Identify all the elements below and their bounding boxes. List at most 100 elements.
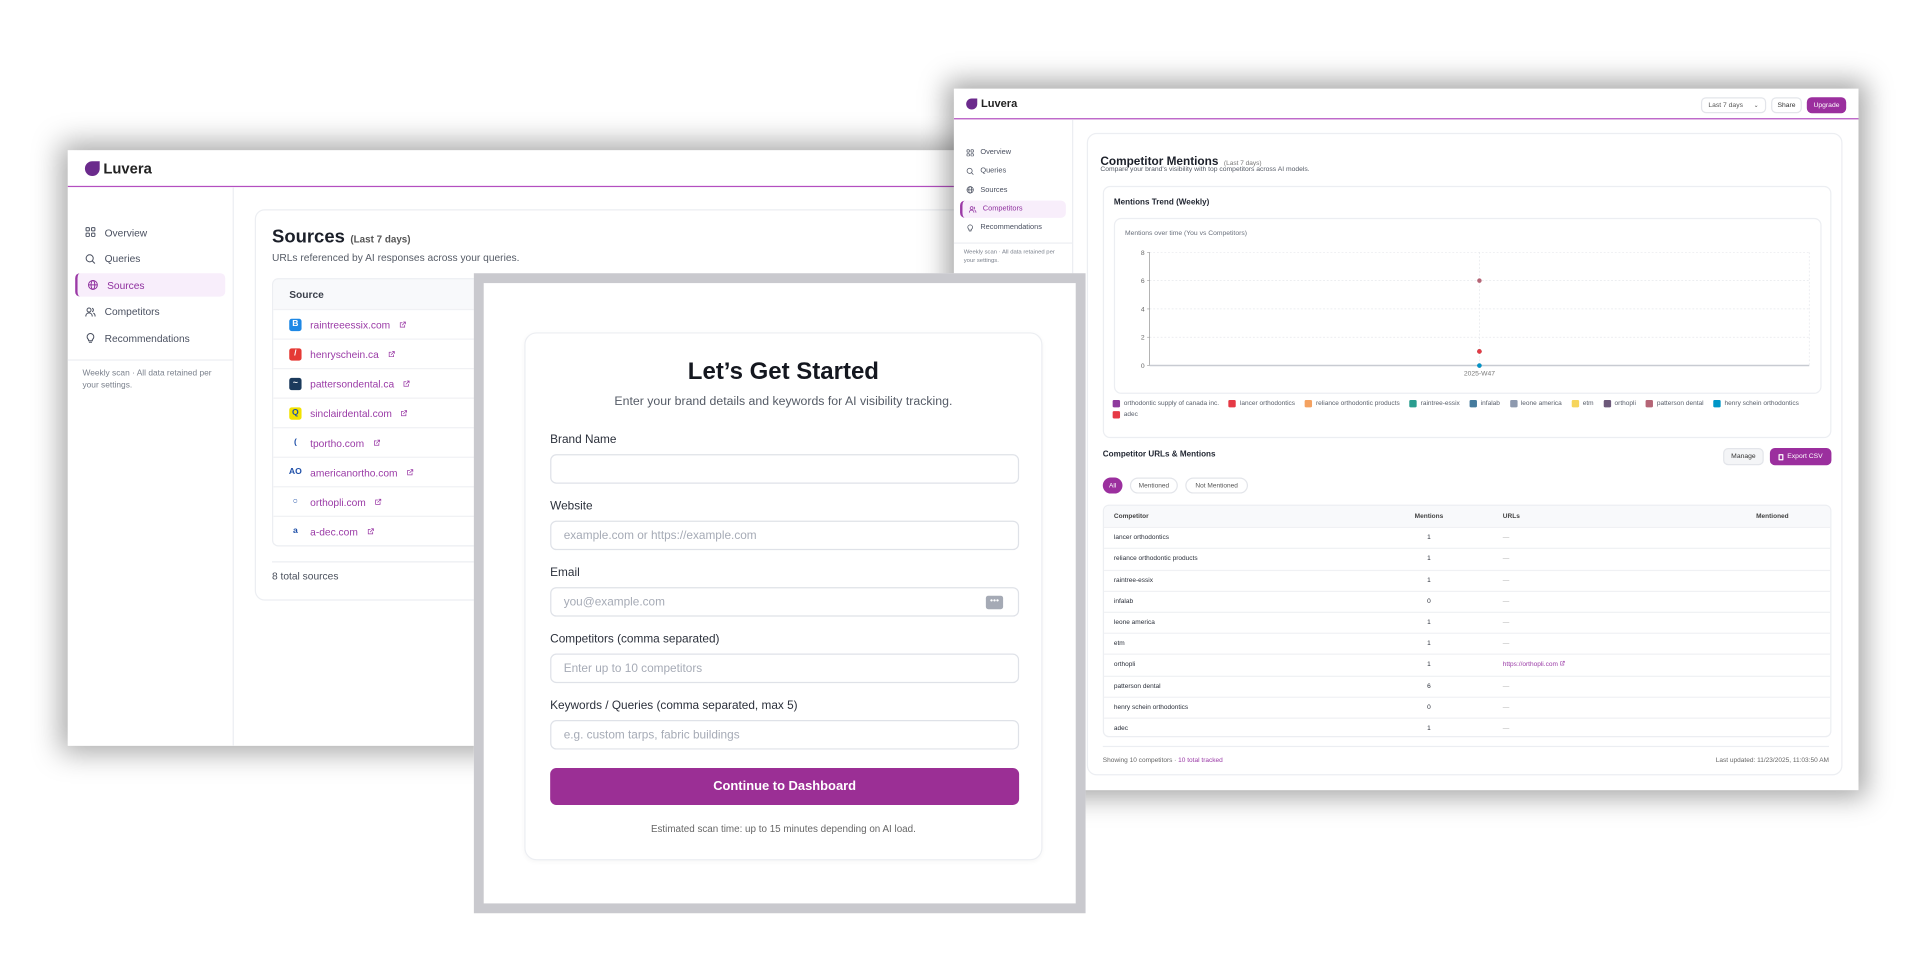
manage-button[interactable]: Manage (1723, 448, 1764, 466)
external-link-icon[interactable] (1560, 661, 1566, 667)
url-empty: — (1502, 725, 1510, 733)
external-link-icon[interactable] (403, 380, 410, 387)
upgrade-button[interactable]: Upgrade (1806, 97, 1847, 114)
external-link-icon[interactable] (387, 350, 394, 357)
sidebar-item-recommendations[interactable]: Recommendations (75, 326, 225, 349)
external-link-icon[interactable] (374, 498, 381, 505)
globe-icon (87, 279, 98, 290)
competitor-name: lancer orthodontics (1113, 534, 1169, 542)
sidebar-item-queries[interactable]: Queries (75, 247, 225, 270)
sidebar-item-competitors[interactable]: Competitors (960, 200, 1066, 218)
url-empty: — (1502, 555, 1510, 564)
sidebar-item-sources[interactable]: Sources (75, 273, 226, 297)
sidebar-item-overview[interactable]: Overview (960, 144, 1066, 161)
legend-item[interactable]: etm (1571, 400, 1594, 408)
table-row: leone america 1 — (1104, 611, 1831, 633)
legend-item[interactable]: orthopli (1603, 400, 1636, 408)
filter-all[interactable]: All (1102, 477, 1123, 494)
sidebar-item-overview[interactable]: Overview (75, 220, 225, 243)
legend-item[interactable]: patterson dental (1645, 400, 1704, 408)
source-link[interactable]: henryschein.ca (310, 347, 379, 361)
share-button[interactable]: Share (1771, 97, 1802, 114)
source-link[interactable]: sinclairdental.com (310, 406, 392, 420)
form-title: Let’s Get Started (687, 358, 879, 386)
table-row: adec 1 — (1104, 717, 1831, 736)
logo[interactable]: Luvera (966, 97, 1017, 110)
table-row: raintree-essix 1 — (1104, 569, 1831, 590)
legend-item[interactable]: leone america (1509, 400, 1562, 408)
favicon-icon: ( (289, 436, 302, 449)
external-link-icon[interactable] (399, 321, 406, 328)
competitor-name: patterson dental (1113, 682, 1161, 691)
field-label: Website (550, 499, 593, 514)
mentions-chart: 0 2 4 6 8 2025-W47 (1141, 250, 1810, 377)
date-range-select[interactable]: Last 7 days ⌄ (1700, 97, 1767, 114)
grid-icon (85, 226, 96, 237)
chart-legend: orthodontic supply of canada inc. lancer … (1112, 400, 1821, 419)
form-subtitle: Enter your brand details and keywords fo… (614, 395, 953, 409)
table-row: orthopli 1 https://orthopli.com (1104, 654, 1831, 675)
source-link[interactable]: pattersondental.ca (310, 377, 395, 390)
app-header: Luvera (67, 150, 979, 188)
brand-name-input[interactable] (550, 454, 1020, 484)
legend-item[interactable]: orthodontic supply of canada inc. (1112, 400, 1219, 408)
sidebar-item-queries[interactable]: Queries (960, 163, 1066, 180)
sidebar-item-competitors[interactable]: Competitors (75, 300, 225, 323)
logo-mark-icon (84, 160, 100, 176)
mentions-trend-card: Mentions Trend (Weekly) Mentions over ti… (1102, 185, 1832, 439)
data-point-henry-schein-orthodontics (1477, 363, 1482, 368)
search-icon (85, 253, 96, 264)
website-input[interactable]: example.com or https://example.com (550, 520, 1020, 551)
legend-swatch (1112, 400, 1121, 408)
external-link-icon[interactable] (373, 439, 380, 446)
competitor-name: henry schein orthodontics (1113, 703, 1189, 712)
legend-item[interactable]: adec (1112, 411, 1138, 419)
source-link[interactable]: raintreeessix.com (310, 318, 391, 331)
filter-not-mentioned[interactable]: Not Mentioned (1185, 477, 1249, 494)
continue-button[interactable]: Continue to Dashboard (550, 768, 1020, 805)
page-title: Sources (272, 226, 345, 248)
source-link[interactable]: orthopli.com (310, 495, 366, 508)
mentions-count: 1 (1427, 661, 1431, 669)
legend-item[interactable]: reliance orthodontic products (1304, 400, 1400, 408)
source-link[interactable]: tportho.com (310, 436, 365, 449)
legend-item[interactable]: infalab (1469, 400, 1500, 408)
source-link[interactable]: a-dec.com (310, 524, 358, 538)
grid-icon (966, 149, 974, 157)
mentions-count: 1 (1427, 640, 1431, 648)
y-tick-label: 8 (1141, 250, 1145, 257)
placeholder: example.com or https://example.com (563, 528, 757, 543)
search-icon (966, 167, 974, 175)
y-tick-label: 6 (1141, 278, 1145, 285)
competitors-input[interactable]: Enter up to 10 competitors (550, 653, 1020, 684)
logo[interactable]: Luvera (84, 159, 152, 177)
legend-item[interactable]: henry schein orthodontics (1713, 400, 1799, 408)
external-link-icon[interactable] (401, 409, 408, 416)
external-link-icon[interactable] (366, 527, 373, 534)
favicon-icon: Q (289, 406, 302, 420)
mentions-count: 1 (1427, 619, 1431, 627)
legend-swatch (1112, 411, 1121, 419)
sidebar-item-sources[interactable]: Sources (960, 182, 1066, 199)
y-tick-label: 4 (1141, 306, 1145, 313)
source-link[interactable]: americanortho.com (310, 465, 398, 479)
keywords-input[interactable]: e.g. custom tarps, fabric buildings (550, 720, 1020, 750)
legend-swatch (1409, 400, 1417, 408)
legend-swatch (1645, 400, 1654, 408)
chart-title: Mentions over time (You vs Competitors) (1124, 230, 1247, 238)
sidebar-item-label: Overview (980, 148, 1012, 157)
sidebar-item-recommendations[interactable]: Recommendations (960, 219, 1066, 236)
export-csv-button[interactable]: Export CSV (1769, 448, 1832, 466)
password-manager-icon[interactable]: ••• (985, 595, 1004, 610)
table-row: patterson dental 6 — (1104, 675, 1831, 696)
legend-item[interactable]: lancer orthodontics (1228, 400, 1295, 408)
sidebar-item-label: Overview (104, 225, 148, 239)
filter-mentioned[interactable]: Mentioned (1129, 477, 1178, 494)
competitor-url-link[interactable]: https://orthopli.com (1502, 661, 1558, 670)
table-row: reliance orthodontic products 1 — (1104, 548, 1831, 569)
favicon-icon: / (289, 347, 302, 361)
legend-item[interactable]: raintree-essix (1409, 400, 1460, 408)
external-link-icon[interactable] (406, 468, 413, 475)
email-input[interactable]: you@example.com ••• (550, 587, 1020, 617)
page-subtitle: URLs referenced by AI responses across y… (272, 251, 520, 264)
